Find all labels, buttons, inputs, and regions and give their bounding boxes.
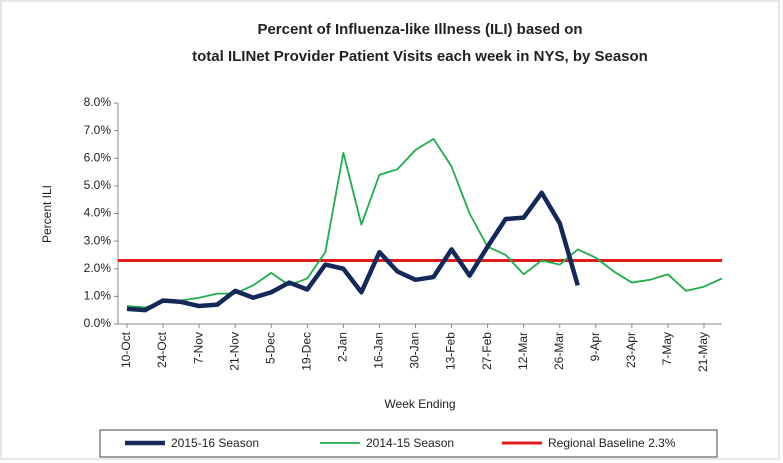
y-tick-label: 4.0% bbox=[84, 206, 112, 220]
y-tick-label: 7.0% bbox=[84, 123, 112, 137]
y-tick-label: 2.0% bbox=[84, 261, 112, 275]
x-tick-label: 21-Nov bbox=[227, 332, 241, 371]
x-tick-label: 24-Oct bbox=[155, 331, 169, 368]
y-tick-label: 6.0% bbox=[84, 150, 112, 164]
x-tick-label: 23-Apr bbox=[624, 332, 638, 368]
x-tick-label: 10-Oct bbox=[119, 331, 133, 368]
chart-title: total ILINet Provider Patient Visits eac… bbox=[192, 48, 648, 65]
chart-title: Percent of Influenza-like Illness (ILI) … bbox=[257, 21, 582, 38]
x-tick-label: 26-Mar bbox=[552, 332, 566, 370]
y-tick-label: 1.0% bbox=[84, 289, 112, 303]
x-tick-label: 16-Jan bbox=[372, 332, 386, 369]
legend-label: 2015-16 Season bbox=[171, 436, 259, 450]
x-tick-label: 7-Nov bbox=[191, 332, 205, 364]
series-line bbox=[126, 138, 723, 309]
x-tick-label: 21-May bbox=[696, 332, 710, 372]
x-tick-label: 30-Jan bbox=[408, 332, 422, 369]
x-tick-label: 13-Feb bbox=[444, 332, 458, 370]
x-tick-label: 5-Dec bbox=[263, 332, 277, 364]
y-tick-label: 8.0% bbox=[84, 95, 112, 109]
x-tick-label: 9-Apr bbox=[588, 332, 602, 361]
y-axis-label: Percent ILI bbox=[40, 185, 54, 243]
y-tick-label: 0.0% bbox=[84, 316, 112, 330]
legend-label: Regional Baseline 2.3% bbox=[548, 436, 676, 450]
y-tick-label: 3.0% bbox=[84, 233, 112, 247]
y-tick-label: 5.0% bbox=[84, 178, 112, 192]
x-tick-label: 19-Dec bbox=[299, 332, 313, 371]
series-line bbox=[126, 190, 580, 313]
legend-box bbox=[99, 429, 718, 458]
x-tick-label: 27-Feb bbox=[480, 332, 494, 370]
legend-label: 2014-15 Season bbox=[366, 436, 454, 450]
x-axis-label: Week Ending bbox=[384, 397, 455, 411]
x-tick-label: 2-Jan bbox=[336, 332, 350, 362]
x-tick-label: 12-Mar bbox=[516, 332, 530, 370]
x-tick-label: 7-May bbox=[660, 332, 674, 365]
